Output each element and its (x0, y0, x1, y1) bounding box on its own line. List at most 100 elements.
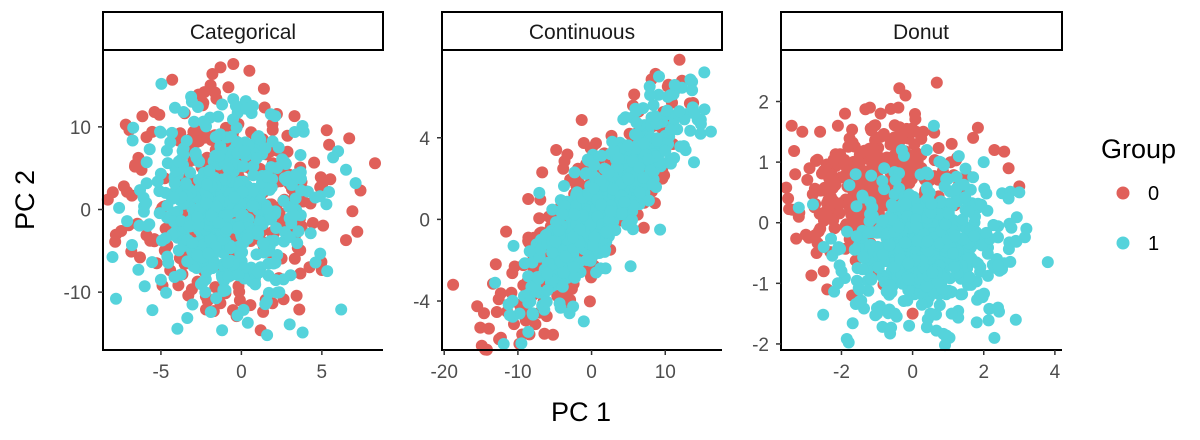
data-point (848, 243, 861, 256)
data-point (518, 257, 531, 270)
data-point (644, 89, 657, 101)
data-point (920, 166, 933, 179)
data-point (842, 336, 855, 349)
data-point (252, 130, 265, 143)
data-point (317, 219, 330, 232)
data-point (233, 294, 246, 307)
data-point (975, 239, 988, 252)
data-point (293, 303, 306, 316)
data-point (121, 215, 134, 228)
data-point (237, 160, 250, 173)
data-point (647, 99, 660, 112)
data-point (146, 256, 159, 269)
data-point (533, 186, 546, 199)
x-tick-label: -5 (152, 362, 169, 383)
data-point (224, 242, 237, 255)
data-point (945, 307, 958, 320)
data-point (894, 123, 907, 136)
data-point (950, 170, 963, 183)
y-axis-title: PC 2 (10, 170, 40, 230)
data-point (143, 143, 156, 156)
data-point (698, 103, 711, 116)
data-point (633, 161, 646, 174)
data-point (575, 114, 588, 126)
data-point (877, 128, 890, 140)
data-point (895, 144, 908, 156)
data-point (980, 226, 993, 239)
data-point (967, 171, 980, 184)
data-point (154, 126, 167, 139)
x-tick-label: -10 (504, 362, 531, 383)
data-point (232, 221, 245, 234)
legend-key-0 (1116, 186, 1130, 200)
data-point (595, 198, 607, 211)
data-point (785, 119, 798, 132)
data-point (143, 218, 156, 231)
data-point (184, 166, 197, 179)
data-point (947, 247, 959, 260)
y-tick-label: -2 (752, 335, 769, 356)
data-point (568, 166, 581, 179)
data-point (222, 162, 235, 175)
data-point (234, 247, 247, 260)
data-point (209, 131, 222, 143)
data-point (668, 79, 681, 91)
data-point (506, 267, 519, 280)
data-point (577, 209, 589, 222)
data-point (903, 319, 916, 332)
data-point (688, 156, 700, 169)
data-point (191, 101, 204, 113)
data-point (266, 124, 279, 136)
data-point (1002, 192, 1015, 205)
data-point (536, 166, 549, 179)
data-point (704, 125, 717, 138)
data-point (963, 271, 976, 284)
data-point (630, 105, 643, 118)
data-point (814, 125, 827, 138)
data-point (249, 278, 262, 291)
data-point (607, 183, 620, 196)
data-point (258, 246, 270, 259)
data-point (978, 182, 991, 195)
data-point (796, 125, 809, 138)
data-point (126, 239, 138, 251)
data-point (817, 265, 830, 278)
plot-area-categorical: -5 0 5 -10 0 10 (64, 50, 383, 383)
legend-title: Group (1101, 134, 1176, 164)
data-point (262, 286, 275, 299)
data-point (191, 249, 204, 262)
data-point (198, 86, 211, 99)
facet-strip-donut (780, 11, 1063, 51)
facet-strip-categorical (102, 11, 384, 51)
series-1 (792, 119, 1054, 352)
data-point (127, 121, 140, 134)
data-point (283, 318, 296, 331)
data-point (684, 124, 697, 137)
points-layer (780, 76, 1054, 352)
data-point (630, 116, 643, 129)
data-point (602, 166, 615, 179)
data-point (792, 201, 805, 214)
data-point (148, 106, 161, 118)
data-point (902, 257, 915, 270)
data-point (867, 184, 880, 197)
data-point (865, 169, 878, 182)
data-point (628, 88, 641, 101)
data-point (155, 77, 168, 90)
data-point (644, 164, 657, 177)
data-point (278, 172, 291, 185)
data-point (612, 152, 625, 165)
x-tick-label: -2 (833, 362, 850, 383)
data-point (296, 120, 309, 132)
data-point (503, 309, 516, 322)
data-point (937, 327, 950, 340)
legend-label-1: 1 (1148, 233, 1159, 255)
data-point (204, 306, 217, 318)
data-point (876, 248, 889, 261)
data-point (489, 276, 502, 289)
data-point (1010, 211, 1023, 224)
x-tick-label: 0 (907, 362, 918, 383)
data-point (550, 144, 563, 156)
data-point (981, 247, 994, 260)
